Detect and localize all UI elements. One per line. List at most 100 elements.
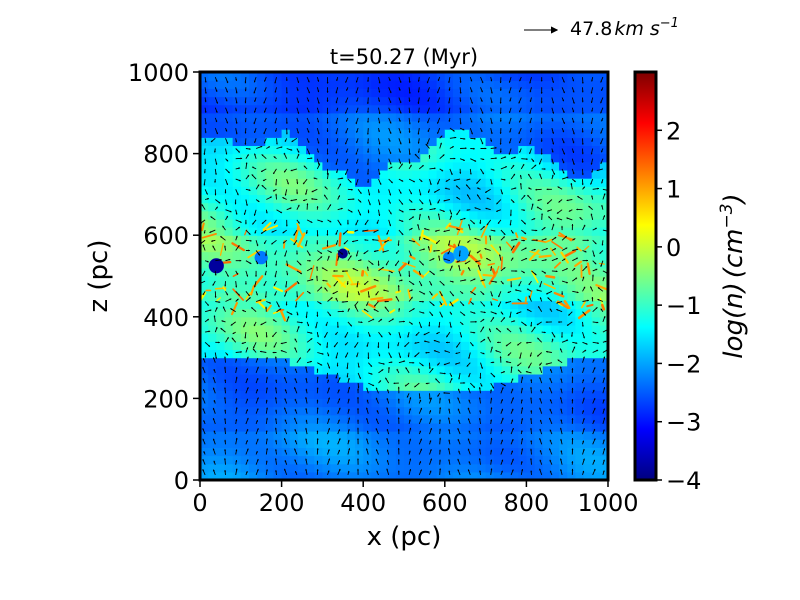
- density-cell: [224, 243, 234, 253]
- density-cell: [542, 439, 552, 448]
- velocity-arrowhead: [297, 204, 300, 207]
- density-cell: [273, 251, 283, 261]
- density-cell: [461, 202, 470, 212]
- density-cell: [395, 267, 405, 277]
- density-cell: [257, 382, 266, 391]
- density-cell: [428, 365, 438, 375]
- density-cell: [379, 218, 389, 228]
- density-cell: [346, 145, 356, 155]
- density-cell: [240, 382, 250, 391]
- velocity-arrowhead: [463, 217, 466, 220]
- velocity-arrowhead: [347, 408, 350, 411]
- density-cell: [232, 243, 242, 253]
- density-cell: [240, 316, 250, 326]
- dense-filament: [429, 244, 433, 253]
- density-cell: [232, 455, 242, 465]
- density-cell: [412, 161, 421, 171]
- density-cell: [591, 439, 601, 448]
- velocity-arrowhead: [357, 388, 359, 391]
- density-cell: [477, 72, 487, 81]
- density-cell: [469, 251, 479, 261]
- density-cell: [461, 153, 470, 163]
- dense-filament: [377, 239, 392, 242]
- velocity-arrowhead: [222, 225, 225, 228]
- velocity-arrowhead: [335, 356, 338, 359]
- density-cell: [273, 422, 283, 432]
- density-cell: [599, 349, 608, 359]
- density-cell: [371, 292, 381, 302]
- density-cell: [493, 210, 503, 220]
- density-cell: [363, 455, 372, 465]
- density-cell: [444, 333, 454, 342]
- density-cell: [518, 390, 527, 399]
- density-cell: [232, 365, 242, 375]
- density-cell: [501, 186, 511, 195]
- density-cell: [265, 276, 275, 285]
- density-cell: [289, 194, 299, 204]
- velocity-arrowhead: [235, 460, 238, 462]
- velocity-arrowhead: [441, 169, 444, 172]
- density-cell: [314, 153, 323, 163]
- velocity-arrowhead: [413, 208, 416, 211]
- density-cell: [501, 284, 511, 293]
- density-cell: [469, 267, 479, 277]
- dense-filament: [480, 223, 489, 238]
- density-cell: [559, 447, 568, 457]
- density-cell: [583, 398, 593, 408]
- density-cell: [510, 349, 519, 359]
- velocity-arrowhead: [385, 263, 388, 266]
- density-cell: [501, 316, 511, 326]
- density-cell: [330, 259, 340, 269]
- velocity-arrowhead: [254, 100, 256, 102]
- dense-filament: [580, 301, 586, 309]
- velocity-arrowhead: [285, 79, 288, 82]
- velocity-arrowhead: [356, 141, 358, 144]
- velocity-arrowhead: [355, 152, 358, 155]
- density-cell: [493, 447, 503, 457]
- density-cell: [322, 439, 332, 448]
- velocity-arrowhead: [433, 167, 436, 170]
- density-cell: [224, 194, 234, 204]
- velocity-arrowhead: [397, 428, 400, 431]
- density-cell: [493, 439, 503, 448]
- velocity-arrowhead: [359, 377, 361, 379]
- density-cell: [240, 186, 250, 195]
- velocity-arrowhead: [421, 202, 424, 205]
- velocity-arrowhead: [467, 240, 470, 243]
- density-cell: [265, 471, 275, 480]
- density-cell: [510, 137, 519, 147]
- density-cell: [257, 439, 266, 448]
- dense-filament: [285, 263, 302, 273]
- density-cell: [338, 292, 348, 302]
- density-cell: [273, 178, 283, 187]
- velocity-arrowhead: [236, 298, 239, 301]
- density-cell: [452, 96, 462, 106]
- density-cell: [583, 471, 593, 480]
- low-density-bubbles: [208, 245, 470, 274]
- velocity-arrowhead: [457, 408, 460, 411]
- density-cell: [281, 251, 291, 261]
- density-cell: [371, 72, 381, 81]
- density-cell: [289, 227, 299, 236]
- velocity-arrowhead: [458, 419, 460, 422]
- density-cell: [322, 316, 332, 326]
- density-cell: [355, 129, 364, 138]
- density-cell: [208, 414, 217, 424]
- velocity-arrowhead: [345, 80, 347, 83]
- density-cell: [501, 169, 511, 179]
- density-cell: [550, 120, 560, 130]
- velocity-arrowhead: [389, 224, 392, 227]
- density-cell: [232, 390, 242, 399]
- velocity-arrowhead: [249, 239, 252, 242]
- density-cell: [428, 455, 438, 465]
- velocity-arrowhead: [248, 189, 251, 191]
- velocity-arrowhead: [327, 470, 330, 473]
- velocity-arrowhead: [316, 469, 319, 471]
- density-cell: [371, 243, 381, 253]
- velocity-arrowhead: [328, 387, 330, 390]
- velocity-arrowhead: [204, 80, 207, 83]
- velocity-arrowhead: [440, 135, 443, 138]
- velocity-arrowhead: [427, 121, 429, 124]
- velocity-arrowhead: [386, 407, 389, 410]
- density-cell: [297, 324, 307, 334]
